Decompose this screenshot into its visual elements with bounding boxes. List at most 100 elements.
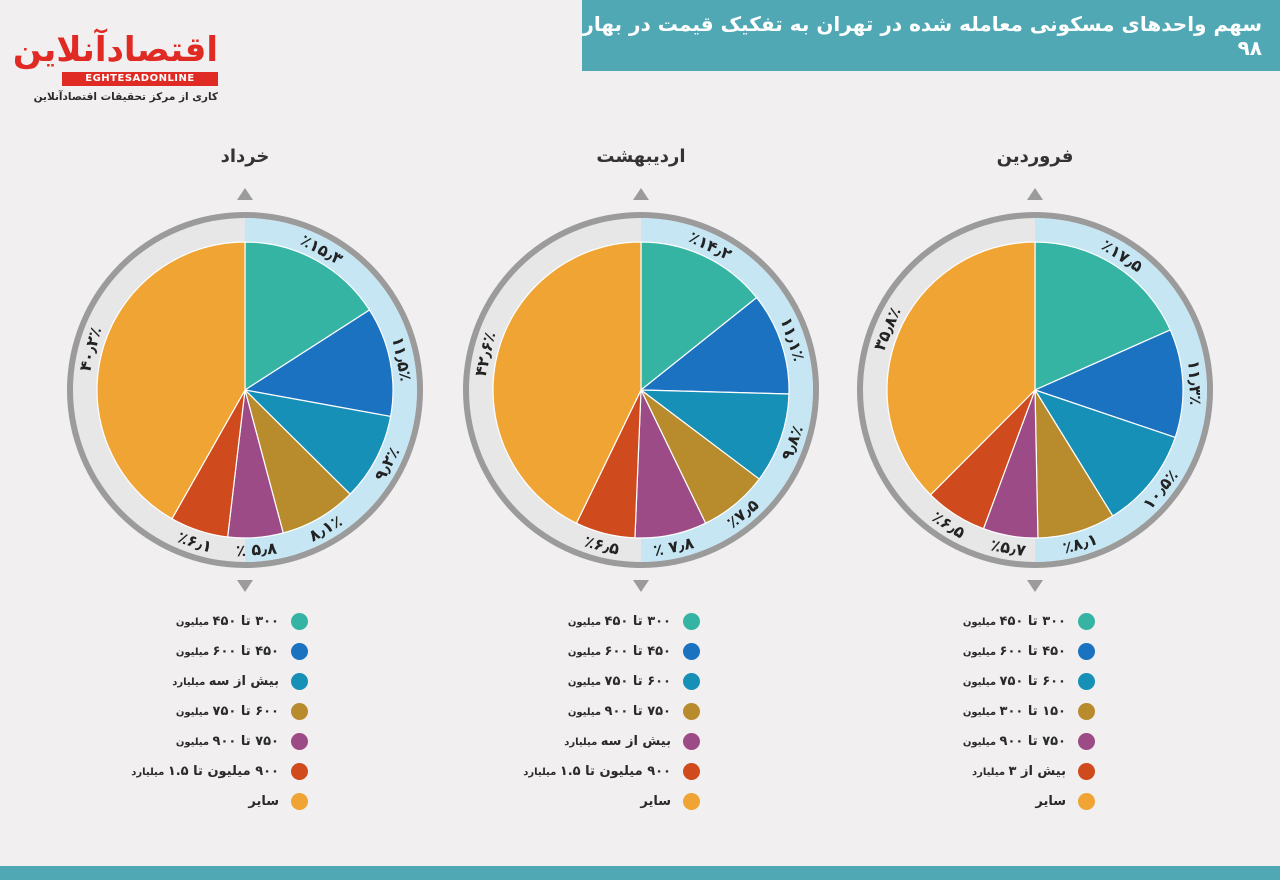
legend-swatch	[683, 732, 700, 750]
legend-swatch	[291, 642, 308, 660]
legend-item: ۶۰۰ تا ۷۵۰ میلیون	[905, 666, 1095, 696]
legend-item: بیش از سه میلیارد	[510, 726, 700, 756]
legend-swatch	[291, 792, 308, 810]
arrow-up-icon	[633, 188, 649, 200]
legend-label: سایر	[248, 794, 279, 809]
legend-item: ۷۵۰ تا ۹۰۰ میلیون	[510, 696, 700, 726]
legend-range: ۹۰۰ میلیون تا ۱.۵	[559, 763, 671, 779]
legend-label: ۴۵۰ تا ۶۰۰ میلیون	[568, 644, 671, 659]
pie-title: فروردین	[997, 146, 1074, 167]
legend-swatch	[683, 612, 700, 630]
legend-item: ۳۰۰ تا ۴۵۰ میلیون	[905, 606, 1095, 636]
legend-swatch	[1078, 702, 1095, 720]
legend-swatch	[683, 762, 700, 780]
pie-slice	[886, 241, 1036, 496]
legend-label: ۴۵۰ تا ۶۰۰ میلیون	[963, 644, 1066, 659]
legend-item: سایر	[118, 786, 308, 816]
legend-item: ۶۰۰ تا ۷۵۰ میلیون	[118, 696, 308, 726]
legend-item: ۳۰۰ تا ۴۵۰ میلیون	[118, 606, 308, 636]
legend-label: سایر	[1035, 794, 1066, 809]
arrow-down-icon	[237, 580, 253, 592]
legend-item: ۷۵۰ تا ۹۰۰ میلیون	[118, 726, 308, 756]
logo-wordmark: اقتصادآنلاین	[12, 30, 219, 70]
legend-unit: میلیون	[962, 736, 1000, 748]
legend-label: ۶۰۰ تا ۷۵۰ میلیون	[176, 704, 279, 719]
legend-range: ۹۰۰ میلیون تا ۱.۵	[167, 763, 279, 779]
pie-title: اردیبهشت	[596, 146, 685, 167]
legend-item: ۴۵۰ تا ۶۰۰ میلیون	[118, 636, 308, 666]
pie-chart-2: ٪۱۷٫۵۱۱٫۳٪۱۰٫۵٪٪۸٫۱٪۵٫۷٪۶٫۵۳۵٫۸٪فروردین	[857, 146, 1213, 592]
legend-range: سایر	[1035, 793, 1066, 809]
legend-unit: میلیارد	[131, 766, 168, 778]
legend-range: سایر	[640, 793, 671, 809]
brand-logo: اقتصادآنلاین EGHTESADONLINE کاری از مرکز…	[12, 28, 219, 114]
legend-label: ۴۵۰ تا ۶۰۰ میلیون	[176, 644, 279, 659]
legend-unit: میلیون	[962, 706, 1000, 718]
legend-unit: میلیون	[175, 706, 213, 718]
legend-label: ۹۰۰ میلیون تا ۱.۵ میلیارد	[523, 764, 671, 779]
legend-item: بیش از ۳ میلیارد	[905, 756, 1095, 786]
pie-data-label: ۱۱٫۳٪	[1184, 360, 1205, 406]
legend-label: ۱۵۰ تا ۳۰۰ میلیون	[963, 704, 1066, 719]
legend-item: ۴۵۰ تا ۶۰۰ میلیون	[905, 636, 1095, 666]
legend-item: ۳۰۰ تا ۴۵۰ میلیون	[510, 606, 700, 636]
legend-range: ۳۰۰ تا ۴۵۰	[212, 613, 279, 629]
arrow-up-icon	[1027, 188, 1043, 200]
legend-range: ۴۵۰ تا ۶۰۰	[999, 643, 1066, 659]
legend-item: سایر	[905, 786, 1095, 816]
legend-swatch	[1078, 672, 1095, 690]
legend-unit: میلیون	[567, 616, 605, 628]
legend-swatch	[291, 732, 308, 750]
legend-swatch	[683, 792, 700, 810]
legend-range: بیش از سه	[208, 673, 279, 689]
legend-label: ۳۰۰ تا ۴۵۰ میلیون	[963, 614, 1066, 629]
legend: ۳۰۰ تا ۴۵۰ میلیون ۴۵۰ تا ۶۰۰ میلیون بیش از…	[118, 606, 308, 816]
legend-range: ۱۵۰ تا ۳۰۰	[999, 703, 1066, 719]
pie-slice	[639, 389, 790, 480]
pie-slice	[96, 241, 246, 520]
legend-label: بیش از ۳ میلیارد	[972, 764, 1066, 779]
legend-swatch	[1078, 792, 1095, 810]
legend-unit: میلیون	[175, 736, 213, 748]
legend-range: بیش از ۳	[1008, 763, 1067, 779]
legend-range: ۷۵۰ تا ۹۰۰	[999, 733, 1066, 749]
legend-swatch	[1078, 642, 1095, 660]
legend-unit: میلیون	[567, 646, 605, 658]
legend-range: ۴۵۰ تا ۶۰۰	[604, 643, 671, 659]
logo-latin: EGHTESADONLINE	[62, 72, 218, 86]
legend-unit: میلیون	[962, 646, 1000, 658]
legend-label: بیش از سه میلیارد	[172, 674, 279, 689]
pie-slice	[1033, 329, 1184, 439]
pie-slice	[243, 309, 394, 418]
legend-item: ۹۰۰ میلیون تا ۱.۵ میلیارد	[510, 756, 700, 786]
legend-unit: میلیون	[175, 646, 213, 658]
legend-unit: میلیون	[567, 676, 605, 688]
footer-bar	[0, 866, 1280, 880]
legend-item: بیش از سه میلیارد	[118, 666, 308, 696]
legend-item: ۷۵۰ تا ۹۰۰ میلیون	[905, 726, 1095, 756]
arrow-down-icon	[1027, 580, 1043, 592]
logo-subtitle: کاری از مرکز تحقیقات اقتصادآنلاین	[33, 91, 218, 103]
legend-label: ۹۰۰ میلیون تا ۱.۵ میلیارد	[131, 764, 279, 779]
pie-data-label: ٪ ۵٫۸	[235, 539, 277, 561]
legend-item: سایر	[510, 786, 700, 816]
legend-label: ۷۵۰ تا ۹۰۰ میلیون	[176, 734, 279, 749]
chart-title: سهم واحدهای مسکونی معامله شده در تهران ب…	[582, 0, 1280, 71]
legend: ۳۰۰ تا ۴۵۰ میلیون ۴۵۰ تا ۶۰۰ میلیون ۶۰۰ تا…	[510, 606, 700, 816]
legend-range: ۶۰۰ تا ۷۵۰	[999, 673, 1066, 689]
pie-slice	[492, 241, 642, 524]
legend-swatch	[291, 672, 308, 690]
legend-range: ۷۵۰ تا ۹۰۰	[604, 703, 671, 719]
legend-range: ۷۵۰ تا ۹۰۰	[212, 733, 279, 749]
legend-label: ۳۰۰ تا ۴۵۰ میلیون	[568, 614, 671, 629]
pie-slice	[1033, 388, 1176, 517]
arrow-up-icon	[237, 188, 253, 200]
legend-unit: میلیارد	[172, 676, 209, 688]
legend-swatch	[1078, 762, 1095, 780]
legend-swatch	[683, 672, 700, 690]
legend-item: ۶۰۰ تا ۷۵۰ میلیون	[510, 666, 700, 696]
legend-item: ۱۵۰ تا ۳۰۰ میلیون	[905, 696, 1095, 726]
legend-unit: میلیون	[567, 706, 605, 718]
legend-range: ۳۰۰ تا ۴۵۰	[604, 613, 671, 629]
